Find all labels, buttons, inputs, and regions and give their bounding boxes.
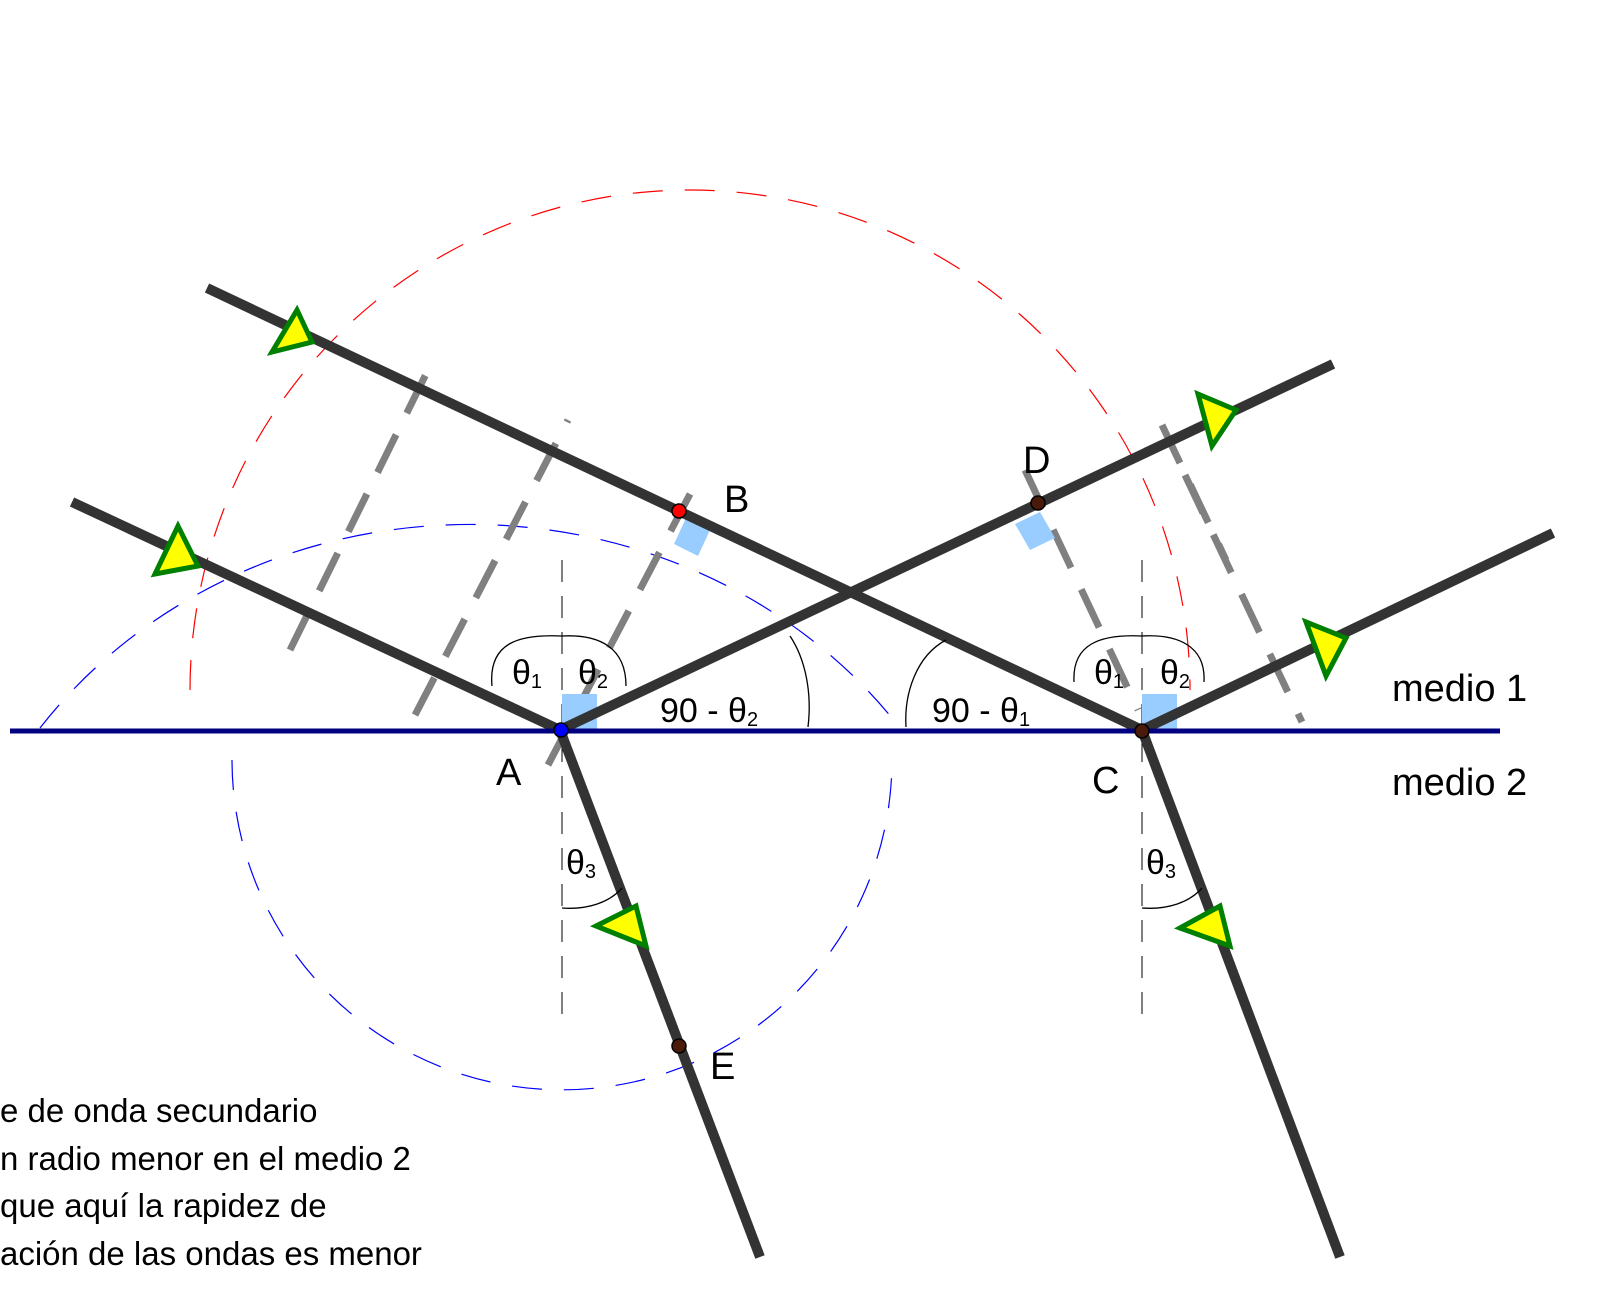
angle-arcs: [491, 635, 1205, 909]
arrow-refracted-c: [1173, 902, 1234, 950]
refracted-ray-from-c: [1137, 728, 1345, 1259]
incident-wavefront-ab: [544, 473, 704, 767]
arc-theta1-left: [491, 635, 563, 687]
huygens-circles: [39, 189, 1191, 1091]
point-labels: A B C D E: [496, 440, 1119, 1088]
point-b: [671, 503, 687, 519]
angle-theta3-left: θ3: [566, 844, 596, 883]
label-medio-2: medio 2: [1392, 762, 1527, 804]
direction-arrows: [150, 304, 1350, 951]
reflected-wavefront-3: [1181, 473, 1306, 724]
points: [553, 495, 1150, 1054]
note-line-2: n radio menor en el medio 2: [0, 1140, 411, 1177]
arc-theta3-right: [1141, 887, 1203, 909]
angle-theta1-right: θ1: [1094, 654, 1124, 693]
angle-theta2-right: θ2: [1160, 654, 1190, 693]
normals: [561, 560, 1143, 1020]
right-angle-at-b: [674, 518, 710, 556]
note-line-3: que aquí la rapidez de: [0, 1187, 327, 1224]
arc-comp2: [789, 635, 810, 728]
point-e: [671, 1038, 687, 1054]
label-c: C: [1092, 760, 1119, 802]
reflected-ray-from-c: [1139, 528, 1556, 735]
incident-wavefront-1: [286, 368, 432, 652]
right-angle-at-d: [1015, 512, 1055, 550]
note-line-1: e de onda secundario: [0, 1092, 317, 1129]
point-a: [553, 722, 569, 738]
angle-90-minus-theta2: 90 - θ2: [660, 692, 758, 731]
note-line-4: ación de las ondas es menor: [0, 1235, 422, 1272]
label-a: A: [496, 752, 522, 794]
angle-labels: θ1 θ2 θ1 θ2 θ3 θ3 90 - θ2 90 - θ1: [512, 654, 1190, 883]
arrow-incident-upper: [266, 304, 316, 356]
point-d: [1030, 495, 1046, 511]
arrow-refracted-a: [589, 902, 650, 951]
arc-theta1-right: [1073, 635, 1143, 683]
incident-wavelet-circle: [189, 189, 1191, 691]
arc-theta2-right: [1141, 635, 1205, 683]
refracted-wavelet-circle-lower: [231, 759, 893, 1091]
arc-theta2-left: [561, 635, 627, 687]
arrow-incident-lower: [150, 520, 202, 578]
wavefronts: [286, 368, 1306, 767]
incident-wavefront-2: [411, 418, 572, 717]
label-b: B: [724, 479, 749, 521]
angle-90-minus-theta1: 90 - θ1: [932, 692, 1030, 731]
refracted-wavelet-circle-upper: [39, 523, 901, 729]
label-medio-1: medio 1: [1392, 668, 1527, 710]
angle-theta3-right: θ3: [1146, 844, 1176, 883]
angle-theta2-left: θ2: [578, 654, 608, 693]
arrow-reflected-lower: [1301, 617, 1350, 683]
reflected-wavefront-cd: [1021, 468, 1142, 712]
arc-comp1: [905, 639, 947, 728]
right-angle-markers: [562, 512, 1177, 729]
label-e: E: [710, 1046, 735, 1088]
label-d: D: [1023, 440, 1050, 482]
medium-labels: medio 1 medio 2: [1392, 668, 1527, 804]
angle-theta1-left: θ1: [512, 654, 542, 693]
refracted-ray-from-a: [555, 728, 765, 1259]
point-c: [1134, 723, 1150, 739]
explanatory-note: e de onda secundario n radio menor en el…: [0, 1092, 422, 1272]
arc-theta3-left: [561, 887, 623, 909]
incident-ray-to-a: [69, 497, 563, 735]
arrow-reflected-upper: [1194, 389, 1240, 452]
